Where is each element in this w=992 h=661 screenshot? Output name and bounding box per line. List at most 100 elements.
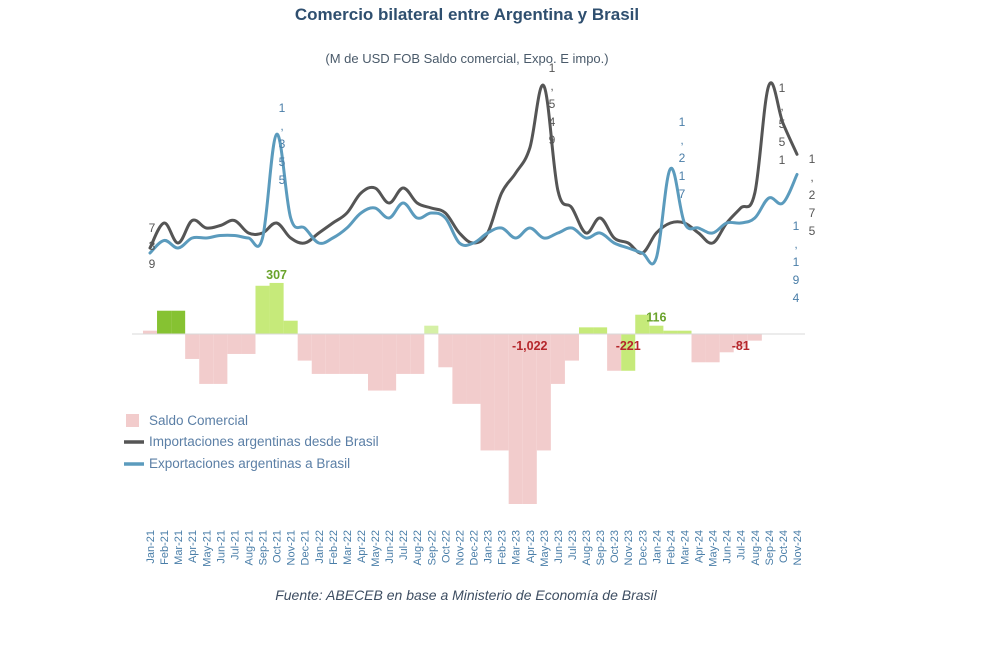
bar-data-label: 307 <box>266 268 287 282</box>
x-tick-label: Jan-22 <box>314 530 326 564</box>
x-tick-label: Feb-21 <box>159 530 171 565</box>
x-tick-label: Jul-21 <box>229 530 241 560</box>
x-tick-label: Aug-21 <box>243 530 255 565</box>
bar <box>747 334 762 341</box>
x-tick-label: Sep-21 <box>258 530 270 565</box>
bar <box>241 334 256 354</box>
bar <box>382 334 397 391</box>
x-tick-label: Jan-21 <box>145 530 157 564</box>
bar <box>424 325 439 334</box>
bar-data-labels: 307 -1,022 -221 116 -81 <box>266 268 750 353</box>
x-tick-label: Jul-24 <box>736 530 748 560</box>
bar <box>283 320 298 334</box>
x-tick-label: Oct-21 <box>272 530 284 563</box>
bar <box>607 334 622 371</box>
bar <box>185 334 200 359</box>
export-line <box>148 132 799 266</box>
bar <box>157 310 172 334</box>
x-tick-label: Mar-21 <box>173 530 185 565</box>
bar-data-label: -221 <box>616 339 641 353</box>
legend-swatch <box>126 414 139 427</box>
bar <box>522 334 537 504</box>
legend-label: Importaciones argentinas desde Brasil <box>149 434 379 449</box>
x-tick-label: Dec-22 <box>469 530 481 565</box>
chart-title: Comercio bilateral entre Argentina y Bra… <box>295 5 639 24</box>
x-tick-label: Aug-22 <box>412 530 424 565</box>
bar <box>213 334 228 384</box>
bar <box>550 334 565 384</box>
bar-data-label: -81 <box>732 339 750 353</box>
x-tick-label: Sep-22 <box>426 530 438 565</box>
x-tick-label: Jun-21 <box>215 530 227 564</box>
x-tick-label: Mar-23 <box>511 530 523 565</box>
bar-data-label: 116 <box>646 311 666 325</box>
bar <box>508 334 523 504</box>
bar <box>593 327 608 334</box>
bar <box>325 334 340 374</box>
x-tick-label: Aug-23 <box>581 530 593 565</box>
bar <box>480 334 495 451</box>
bar <box>705 334 720 363</box>
bar <box>297 334 312 361</box>
x-tick-label: Jun-24 <box>722 530 734 564</box>
bar <box>635 314 650 334</box>
legend-label: Exportaciones argentinas a Brasil <box>149 456 350 471</box>
bar <box>199 334 214 384</box>
bar <box>733 334 748 348</box>
bar <box>255 285 270 334</box>
x-tick-label: Jan-23 <box>483 530 495 564</box>
x-tick-label: Sep-23 <box>595 530 607 565</box>
x-tick-label: Jul-23 <box>567 530 579 560</box>
bar <box>578 327 594 334</box>
x-tick-label: Mar-24 <box>679 530 691 565</box>
bar <box>438 334 453 368</box>
x-tick-label: Nov-22 <box>454 530 466 565</box>
x-tick-label: Oct-23 <box>609 530 621 563</box>
legend-label: Saldo Comercial <box>149 413 248 428</box>
bar <box>719 334 734 353</box>
bar <box>536 334 551 451</box>
bar <box>142 330 158 334</box>
bar <box>494 334 509 451</box>
bar <box>452 334 467 404</box>
x-tick-label: Jul-22 <box>398 530 410 560</box>
bar <box>410 334 425 374</box>
bar <box>396 334 411 374</box>
x-tick-label: Feb-22 <box>328 530 340 565</box>
x-tick-label: Nov-24 <box>792 530 804 565</box>
bar <box>353 334 369 374</box>
bar <box>663 330 678 334</box>
bar <box>649 325 664 334</box>
bar <box>368 334 383 391</box>
bar <box>227 334 242 354</box>
line-data-labels: 7 3 9 1, 3 5 5 1, 5 4 9 1, 2 1 7 1, 5 5 1 1, 2 7 5 1, 1 9 4 <box>149 61 816 305</box>
x-tick-label: May-22 <box>370 530 382 567</box>
x-tick-label: Oct-24 <box>778 530 790 563</box>
bar <box>466 334 481 404</box>
x-tick-label: Dec-23 <box>637 530 649 565</box>
x-tick-label: Jun-22 <box>384 530 396 564</box>
bar <box>269 282 284 334</box>
x-tick-label: May-24 <box>708 530 720 567</box>
x-tick-label: Feb-24 <box>665 530 677 565</box>
bar <box>621 334 636 371</box>
bar <box>691 334 706 363</box>
x-tick-label: Apr-21 <box>187 530 199 563</box>
x-tick-label: Sep-24 <box>764 530 776 565</box>
x-tick-label: May-23 <box>539 530 551 567</box>
bar-series <box>142 282 762 504</box>
legend: Saldo Comercial Importaciones argentinas … <box>124 413 379 471</box>
x-tick-label: Dec-21 <box>300 530 312 565</box>
bar <box>171 310 186 334</box>
line-series <box>148 81 799 266</box>
x-tick-label: Mar-22 <box>342 530 354 565</box>
bar-data-label: -1,022 <box>512 339 547 353</box>
